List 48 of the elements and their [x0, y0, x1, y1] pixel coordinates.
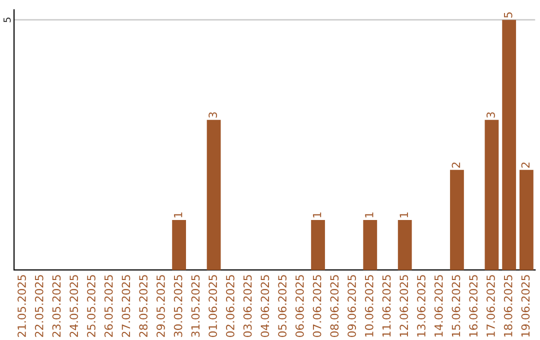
x-tick-label: 13.06.2025 — [417, 275, 426, 337]
data-label: 1 — [174, 212, 182, 218]
x-tick-label: 04.06.2025 — [260, 275, 270, 338]
x-tick-label: 19.06.2025 — [521, 275, 530, 337]
data-label: 2 — [452, 162, 460, 168]
data-label: 2 — [521, 162, 530, 168]
x-tick-label: 05.06.2025 — [278, 275, 286, 338]
x-tick-label: 27.05.2025 — [122, 275, 130, 337]
x-tick-label: 06.06.2025 — [295, 275, 304, 338]
x-tick-label: 26.05.2025 — [104, 275, 113, 337]
x-tick-label: 28.05.2025 — [139, 275, 148, 337]
x-tick-label: 18.06.2025 — [504, 275, 512, 337]
x-tick-label: 21.05.2025 — [18, 275, 26, 337]
bar — [311, 220, 325, 270]
x-tick-label: 08.06.2025 — [330, 275, 339, 338]
x-tick-label: 11.06.2025 — [382, 275, 391, 337]
x-tick-label: 22.05.2025 — [34, 275, 44, 337]
data-label: 3 — [486, 112, 495, 118]
x-tick-label: 09.06.2025 — [348, 275, 356, 338]
bar — [398, 220, 412, 270]
data-label: 1 — [400, 212, 408, 218]
bar — [172, 220, 186, 270]
bar — [502, 20, 516, 270]
x-tick-label: 17.06.2025 — [486, 275, 495, 337]
x-tick-label: 10.06.2025 — [364, 275, 374, 337]
x-tick-label: 25.05.2025 — [87, 275, 96, 337]
bar — [484, 120, 499, 270]
x-tick-label: 03.06.2025 — [243, 275, 252, 338]
x-tick-label: 02.06.2025 — [226, 275, 234, 338]
x-tick-label: 12.06.2025 — [400, 275, 408, 337]
bar — [206, 120, 221, 270]
x-tick-label: 15.06.2025 — [452, 275, 460, 337]
x-tick-label: 01.06.2025 — [208, 275, 218, 338]
x-tick-label: 07.06.2025 — [312, 275, 322, 338]
x-tick-label: 24.05.2025 — [70, 275, 78, 337]
data-label: 1 — [312, 212, 322, 218]
x-tick-label: 31.05.2025 — [191, 275, 200, 337]
x-tick-label: 23.05.2025 — [52, 275, 61, 337]
x-tick-label: 16.06.2025 — [469, 275, 478, 337]
x-tick-label: 29.05.2025 — [156, 275, 165, 337]
bar — [450, 170, 464, 270]
data-label: 1 — [365, 212, 374, 218]
bar — [363, 220, 378, 270]
x-tick-label: 14.06.2025 — [434, 275, 443, 337]
data-label: 3 — [208, 112, 218, 118]
data-label: 5 — [504, 12, 512, 18]
bar — [520, 170, 534, 270]
x-tick-label: 30.05.2025 — [174, 275, 182, 337]
